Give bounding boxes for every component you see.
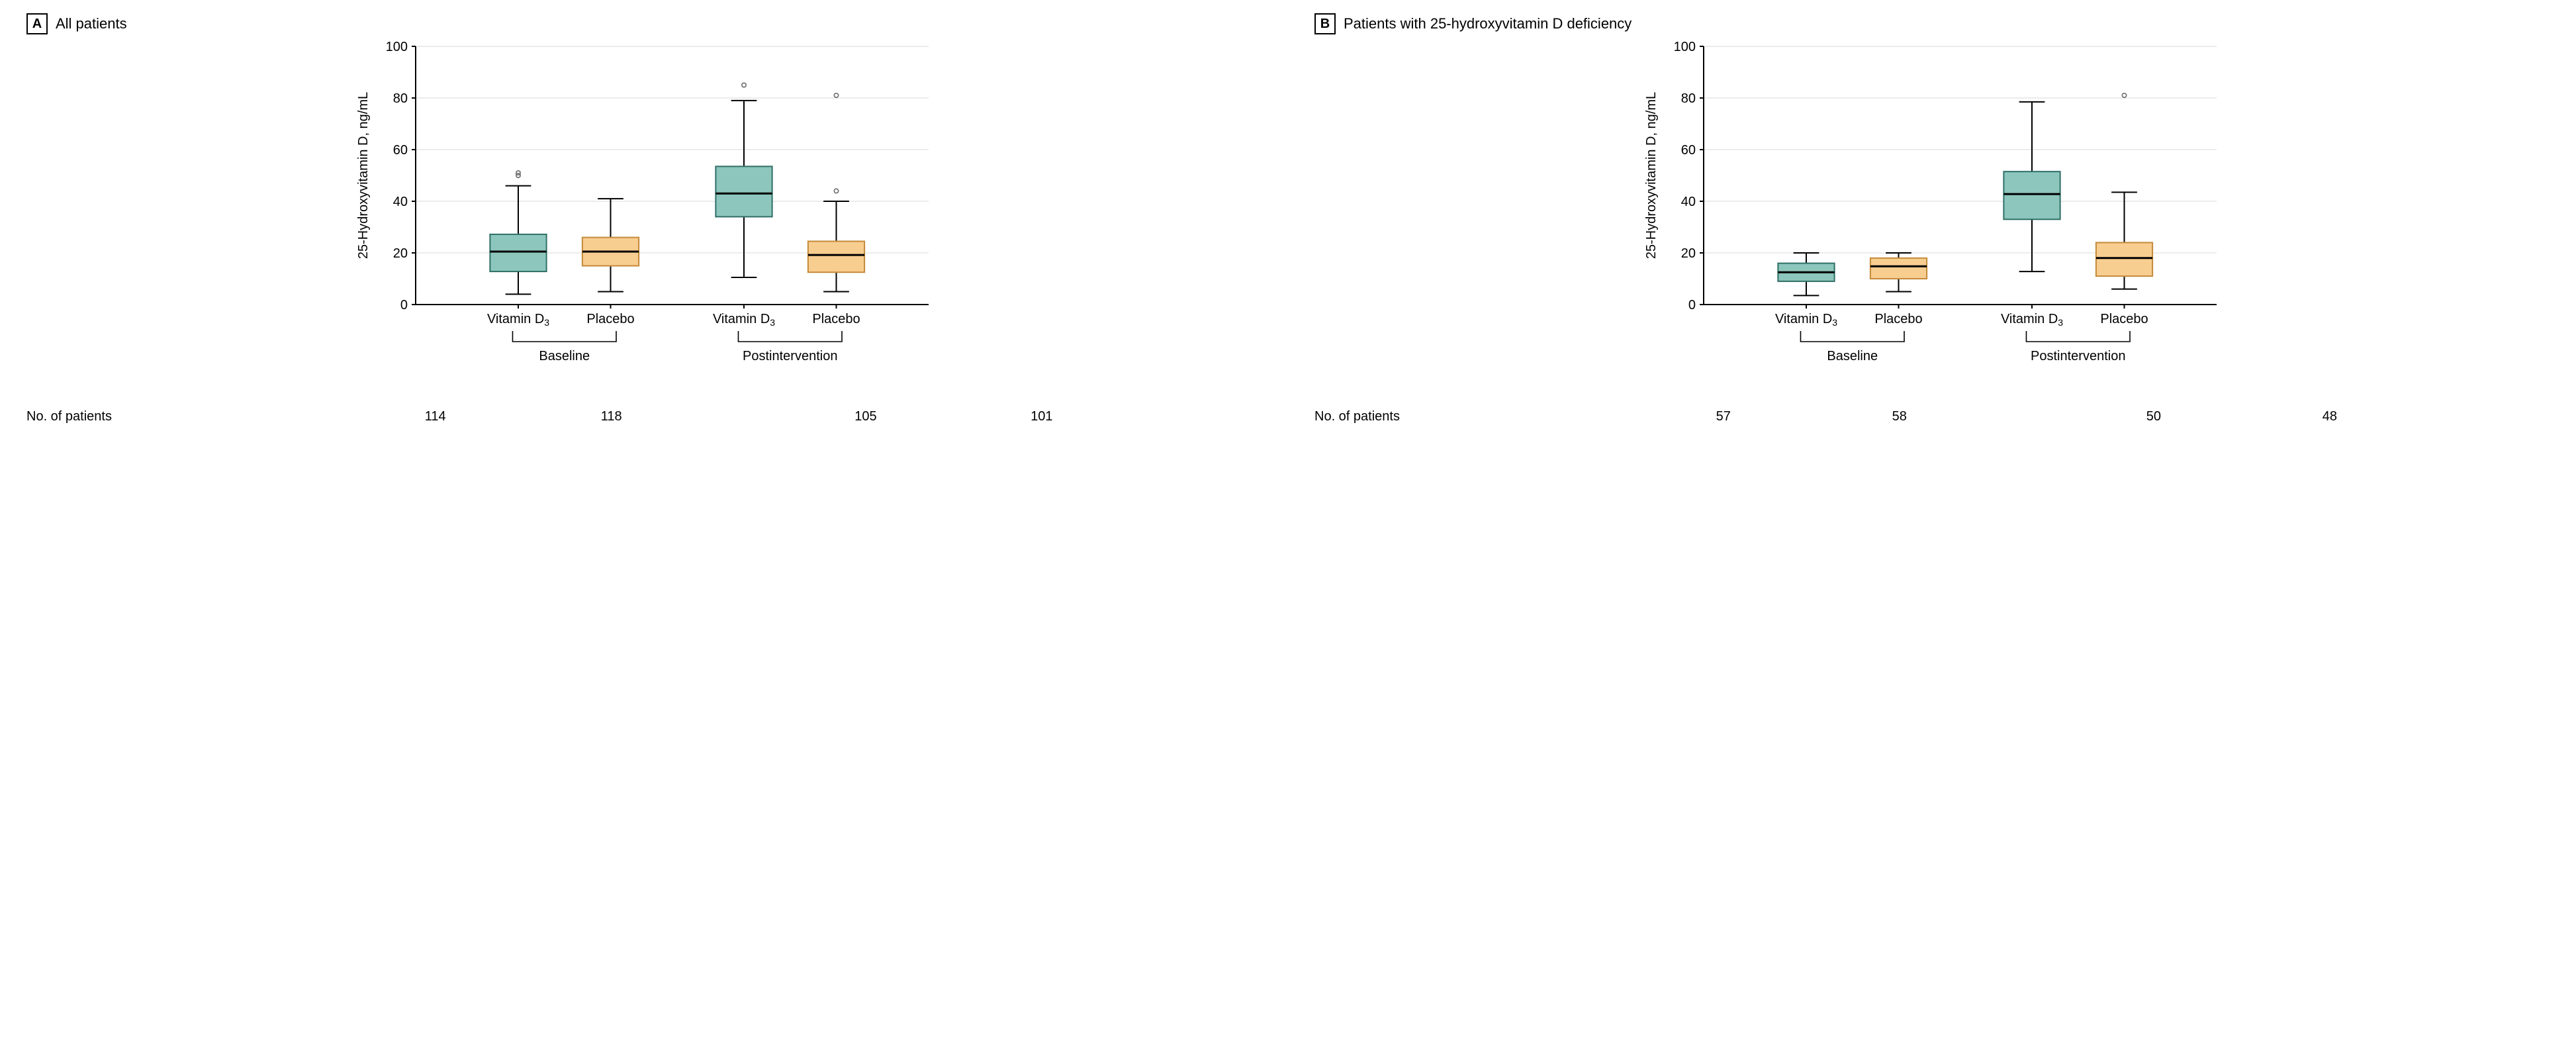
svg-text:Vitamin D3: Vitamin D3 <box>2001 312 2063 328</box>
svg-text:Postintervention: Postintervention <box>2031 349 2125 363</box>
panel-letter: B <box>1314 13 1336 34</box>
svg-text:20: 20 <box>393 246 408 261</box>
svg-text:25-Hydroxyvitamin D, ng/mL: 25-Hydroxyvitamin D, ng/mL <box>1644 92 1659 259</box>
patient-count-values: 57 58 50 48 <box>1414 409 2550 426</box>
svg-text:Vitamin D3: Vitamin D3 <box>1775 312 1837 328</box>
panel-b: B Patients with 25-hydroxyvitamin D defi… <box>1314 13 2550 426</box>
svg-text:Placebo: Placebo <box>812 312 860 326</box>
panel-title: Patients with 25-hydroxyvitamin D defici… <box>1344 15 1632 32</box>
patient-count-value: 114 <box>425 409 446 424</box>
svg-text:25-Hydroxyvitamin D, ng/mL: 25-Hydroxyvitamin D, ng/mL <box>356 92 371 259</box>
patient-count-value: 101 <box>1031 409 1052 424</box>
patient-count-value: 118 <box>601 409 622 424</box>
chart-area: 0 20 40 60 80 100 25-Hydroxyvitamin D, ng/mL Vi… <box>1314 40 2550 397</box>
svg-text:Vitamin D3: Vitamin D3 <box>713 312 775 328</box>
chart-area: 0 20 40 60 80 100 25-Hydroxyvitamin D, ng/mL Vi… <box>26 40 1262 397</box>
svg-text:Baseline: Baseline <box>539 349 590 363</box>
panel-header: A All patients <box>26 13 1262 34</box>
svg-text:0: 0 <box>1688 298 1696 312</box>
svg-text:Placebo: Placebo <box>2100 312 2148 326</box>
svg-text:40: 40 <box>393 195 408 209</box>
patient-count-value: 50 <box>2146 409 2161 424</box>
panel-title: All patients <box>56 15 127 32</box>
patient-count-label: No. of patients <box>26 409 126 426</box>
svg-text:Placebo: Placebo <box>1874 312 1922 326</box>
panel-a: A All patients 0 20 40 60 80 100 25-Hydroxyvit… <box>26 13 1262 426</box>
svg-text:60: 60 <box>393 143 408 158</box>
panel-header: B Patients with 25-hydroxyvitamin D defi… <box>1314 13 2550 34</box>
patient-count-value: 57 <box>1716 409 1731 424</box>
figure: A All patients 0 20 40 60 80 100 25-Hydroxyvit… <box>0 0 2576 440</box>
patient-count-row: No. of patients 57 58 50 48 <box>1314 409 2550 426</box>
svg-text:Postintervention: Postintervention <box>743 349 837 363</box>
svg-text:20: 20 <box>1681 246 1696 261</box>
svg-text:0: 0 <box>400 298 408 312</box>
patient-count-label: No. of patients <box>1314 409 1414 426</box>
svg-text:60: 60 <box>1681 143 1696 158</box>
patient-count-row: No. of patients 114 118 105 101 <box>26 409 1262 426</box>
patient-count-value: 48 <box>2323 409 2337 424</box>
svg-text:100: 100 <box>386 40 408 54</box>
boxplot-svg: 0 20 40 60 80 100 25-Hydroxyvitamin D, ng/mL Vi… <box>26 40 1262 397</box>
boxplot-svg: 0 20 40 60 80 100 25-Hydroxyvitamin D, ng/mL Vi… <box>1314 40 2550 397</box>
panel-letter: A <box>26 13 48 34</box>
svg-text:80: 80 <box>393 91 408 106</box>
svg-text:80: 80 <box>1681 91 1696 106</box>
svg-text:100: 100 <box>1674 40 1696 54</box>
svg-text:Baseline: Baseline <box>1827 349 1878 363</box>
patient-count-values: 114 118 105 101 <box>126 409 1262 426</box>
svg-text:Vitamin D3: Vitamin D3 <box>487 312 549 328</box>
svg-text:40: 40 <box>1681 195 1696 209</box>
patient-count-value: 105 <box>854 409 876 424</box>
svg-text:Placebo: Placebo <box>586 312 634 326</box>
patient-count-value: 58 <box>1892 409 1907 424</box>
